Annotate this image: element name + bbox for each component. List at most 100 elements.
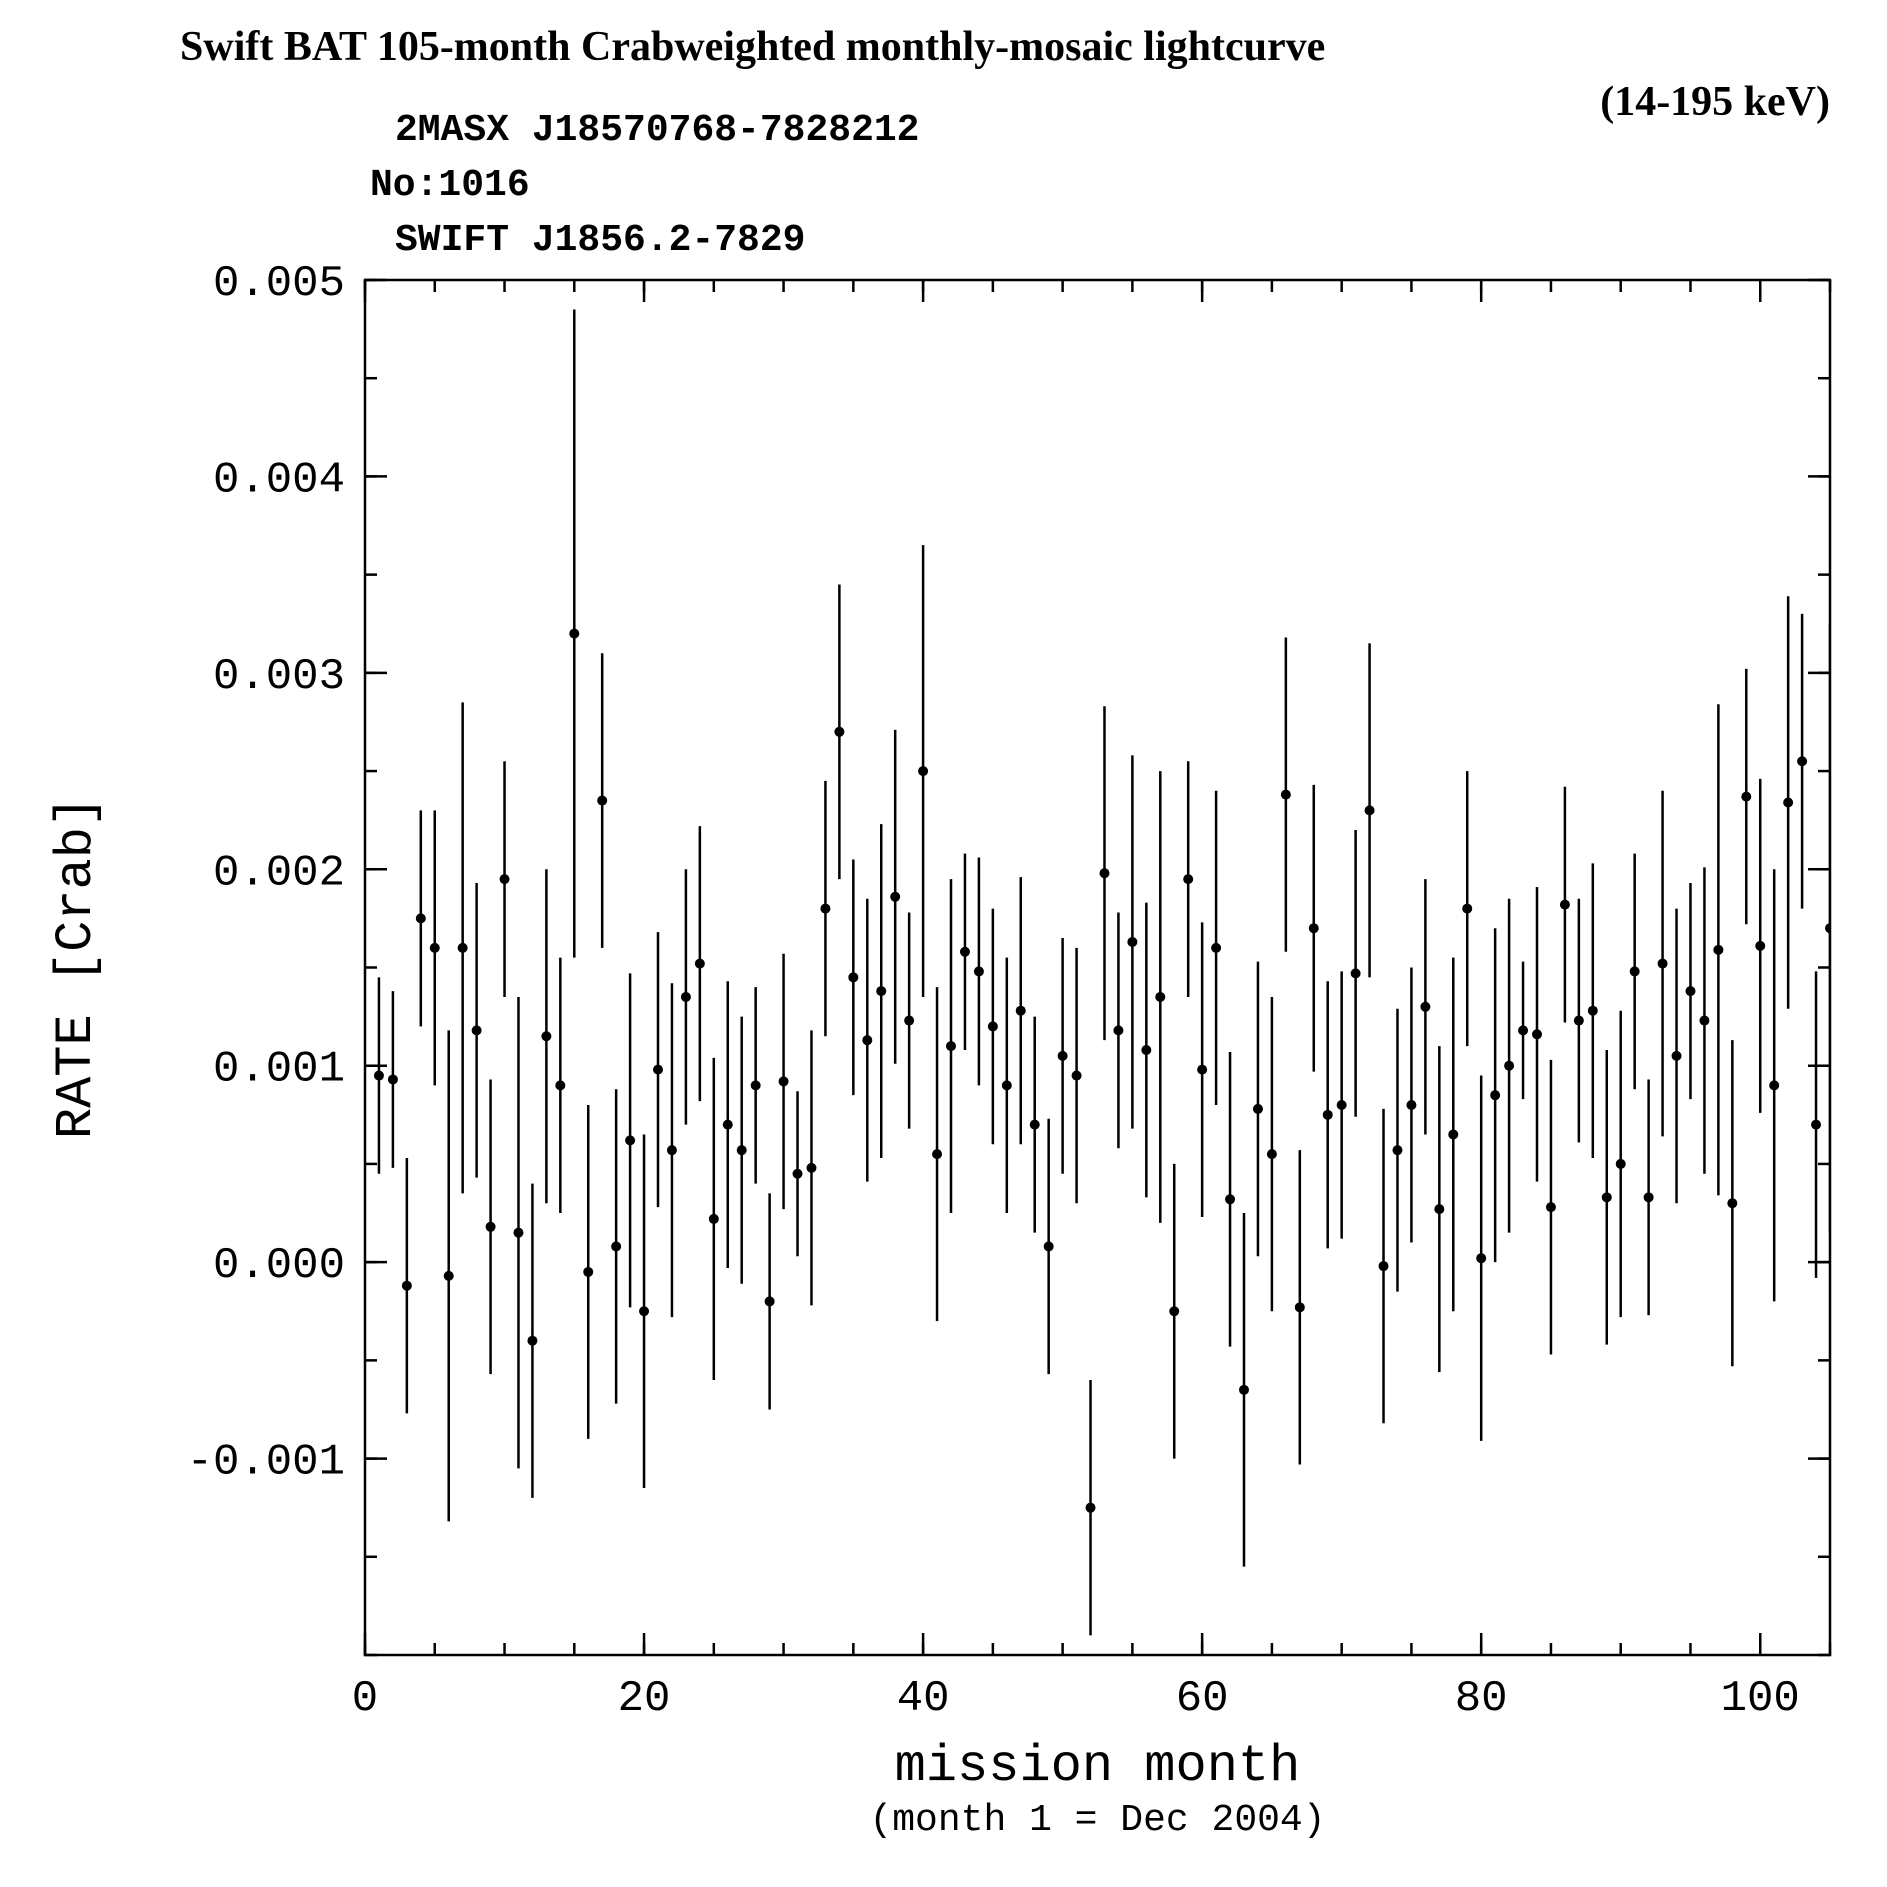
x-tick-label: 0 — [352, 1674, 378, 1724]
data-point — [444, 1271, 454, 1281]
data-point — [1099, 868, 1109, 878]
data-point — [793, 1169, 803, 1179]
data-point — [1420, 1002, 1430, 1012]
data-point — [1281, 790, 1291, 800]
data-point — [1016, 1006, 1026, 1016]
data-point — [1239, 1385, 1249, 1395]
data-point — [1518, 1025, 1528, 1035]
x-axis-label: mission month — [895, 1737, 1301, 1796]
data-point — [1267, 1149, 1277, 1159]
data-point — [555, 1080, 565, 1090]
y-tick-label: 0.002 — [213, 848, 345, 898]
data-point — [1337, 1100, 1347, 1110]
data-point — [1113, 1025, 1123, 1035]
data-point — [1211, 943, 1221, 953]
data-point — [946, 1041, 956, 1051]
data-point — [513, 1228, 523, 1238]
data-point — [1379, 1261, 1389, 1271]
y-tick-label: 0.000 — [213, 1241, 345, 1291]
data-point — [779, 1076, 789, 1086]
data-point — [1672, 1051, 1682, 1061]
data-point — [569, 629, 579, 639]
data-point — [988, 1021, 998, 1031]
data-point — [1365, 805, 1375, 815]
data-point — [820, 904, 830, 914]
chart-title: Swift BAT 105-month Crabweighted monthly… — [180, 24, 1325, 70]
data-point — [890, 892, 900, 902]
data-point — [1783, 798, 1793, 808]
data-point — [681, 992, 691, 1002]
data-point — [597, 796, 607, 806]
x-tick-label: 100 — [1721, 1674, 1800, 1724]
data-point — [1448, 1129, 1458, 1139]
data-point — [1044, 1241, 1054, 1251]
data-point — [458, 943, 468, 953]
data-point — [541, 1031, 551, 1041]
data-point — [751, 1080, 761, 1090]
x-axis-sublabel: (month 1 = Dec 2004) — [869, 1799, 1325, 1842]
data-point — [667, 1145, 677, 1155]
data-point — [765, 1296, 775, 1306]
data-point — [1127, 937, 1137, 947]
data-point — [1811, 1120, 1821, 1130]
y-axis-label: RATE [Crab] — [47, 796, 106, 1139]
data-point — [1072, 1071, 1082, 1081]
data-point — [1504, 1061, 1514, 1071]
data-point — [1616, 1159, 1626, 1169]
data-point — [1030, 1120, 1040, 1130]
data-point — [1574, 1016, 1584, 1026]
data-point — [1741, 792, 1751, 802]
data-point — [500, 874, 510, 884]
data-point — [402, 1281, 412, 1291]
data-point — [388, 1074, 398, 1084]
data-point — [1699, 1016, 1709, 1026]
y-tick-label: 0.001 — [213, 1045, 345, 1095]
data-point — [1476, 1253, 1486, 1263]
data-point — [1797, 756, 1807, 766]
data-point — [416, 913, 426, 923]
data-point — [723, 1120, 733, 1130]
swift-id: SWIFT J1856.2-7829 — [395, 219, 805, 262]
data-point — [1727, 1198, 1737, 1208]
data-point — [583, 1267, 593, 1277]
x-tick-label: 40 — [897, 1674, 950, 1724]
data-point — [1392, 1145, 1402, 1155]
y-tick-label: 0.003 — [213, 652, 345, 702]
data-point — [1323, 1110, 1333, 1120]
y-tick-label: 0.005 — [213, 259, 345, 309]
data-point — [430, 943, 440, 953]
object-name: 2MASX J18570768-7828212 — [395, 109, 920, 152]
data-point — [1058, 1051, 1068, 1061]
y-tick-label: 0.004 — [213, 455, 345, 505]
x-tick-label: 60 — [1176, 1674, 1229, 1724]
data-point — [1197, 1065, 1207, 1075]
data-point — [1546, 1202, 1556, 1212]
data-point — [1086, 1503, 1096, 1513]
data-point — [1253, 1104, 1263, 1114]
data-point — [876, 986, 886, 996]
data-point — [527, 1336, 537, 1346]
data-point — [1644, 1192, 1654, 1202]
data-point — [1141, 1045, 1151, 1055]
data-point — [1351, 968, 1361, 978]
data-point — [806, 1163, 816, 1173]
data-point — [1713, 945, 1723, 955]
data-point — [848, 972, 858, 982]
data-point — [918, 766, 928, 776]
data-point — [1630, 966, 1640, 976]
data-point — [1155, 992, 1165, 1002]
lightcurve-plot: Swift BAT 105-month Crabweighted monthly… — [0, 0, 1887, 1887]
data-point — [1295, 1302, 1305, 1312]
data-point — [1560, 900, 1570, 910]
data-point — [486, 1222, 496, 1232]
data-point — [695, 959, 705, 969]
data-point — [862, 1035, 872, 1045]
data-point — [1169, 1306, 1179, 1316]
data-point — [1658, 959, 1668, 969]
data-point — [1309, 923, 1319, 933]
data-point — [625, 1135, 635, 1145]
data-point — [960, 947, 970, 957]
data-point — [1755, 941, 1765, 951]
data-point — [1002, 1080, 1012, 1090]
data-point — [834, 727, 844, 737]
